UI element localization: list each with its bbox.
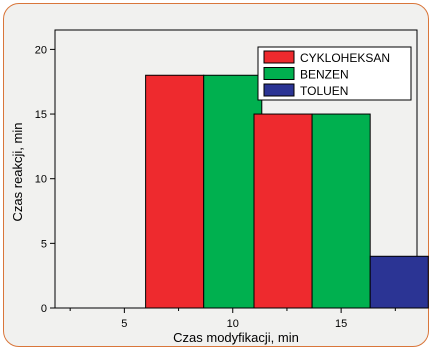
legend-swatch-cykloheksan	[263, 50, 295, 64]
y-axis-label: Czas reakcji, min	[10, 123, 25, 222]
y-tick-label: 0	[41, 303, 47, 315]
x-tick-label: 5	[121, 318, 127, 330]
y-tick-label: 20	[35, 44, 47, 56]
x-tick-label: 15	[335, 318, 347, 330]
legend-label-benzen: BENZEN	[300, 68, 349, 82]
x-tick-label: 10	[227, 318, 239, 330]
bar-benzen-10	[203, 74, 263, 309]
legend-label-cykloheksan: CYKLOHEKSAN	[300, 51, 390, 65]
y-tick-label: 10	[35, 174, 47, 186]
legend-swatch-benzen	[263, 67, 295, 80]
bar-cykloheksan-10	[145, 74, 205, 309]
x-axis-label: Czas modyfikacji, min	[173, 330, 299, 345]
legend-swatch-toluen	[263, 83, 295, 97]
legend: CYKLOHEKSAN BENZEN TOLUEN	[257, 46, 412, 101]
bar-cykloheksan-15	[253, 113, 313, 309]
legend-label-toluen: TOLUEN	[300, 84, 348, 98]
y-tick-label: 5	[41, 238, 47, 250]
bar-benzen-15	[311, 113, 371, 309]
bar-toluen-15	[369, 255, 429, 309]
y-tick-label: 15	[35, 109, 47, 121]
